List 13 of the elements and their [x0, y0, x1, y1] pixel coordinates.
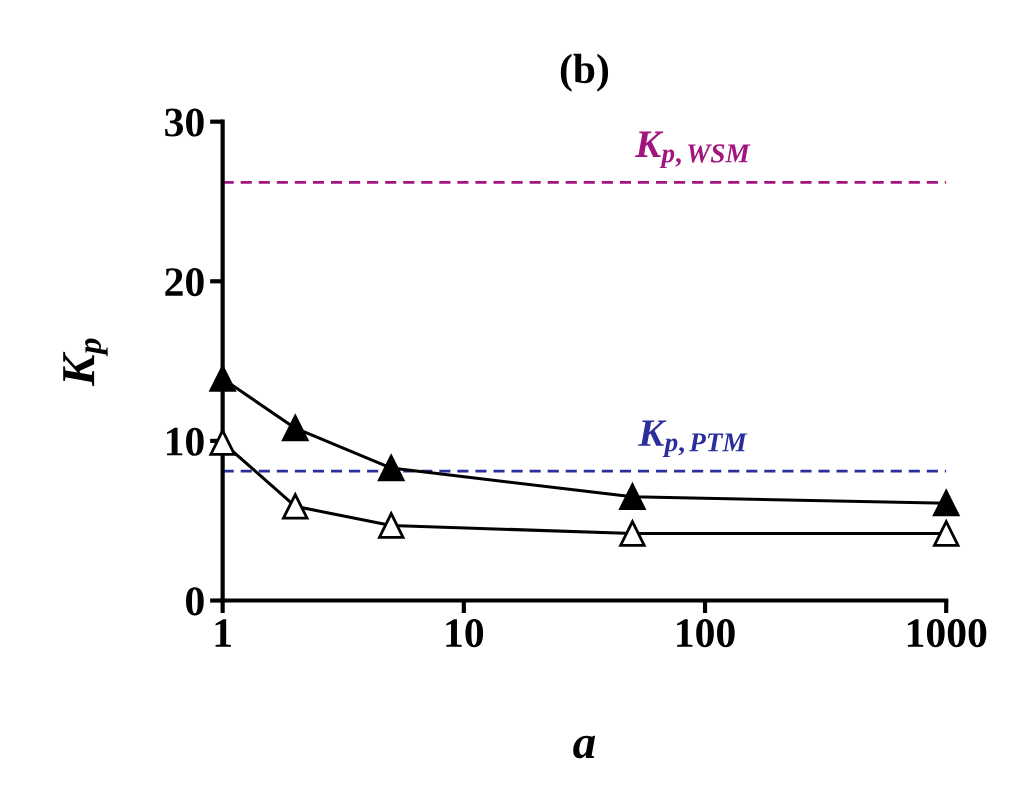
x-tick-label: 100: [677, 619, 735, 648]
x-tick-label: 1000: [907, 619, 987, 648]
y-tick-label: 10: [166, 427, 204, 456]
x-axis-title: a: [573, 735, 596, 759]
x-tick-label: 10: [446, 619, 484, 648]
chart-title: (b): [560, 53, 609, 92]
ref-line-label: K$_{p,WSM}$: [634, 131, 751, 169]
y-tick-label: 20: [165, 268, 204, 297]
y-tick-label: 0: [186, 587, 204, 616]
ref-line-label: K$_{p,PTM}$: [638, 420, 748, 458]
x-tick-label: 1: [215, 619, 231, 647]
y-axis-title: K$_{p}$: [63, 338, 108, 387]
y-tick-label: 30: [165, 108, 204, 137]
